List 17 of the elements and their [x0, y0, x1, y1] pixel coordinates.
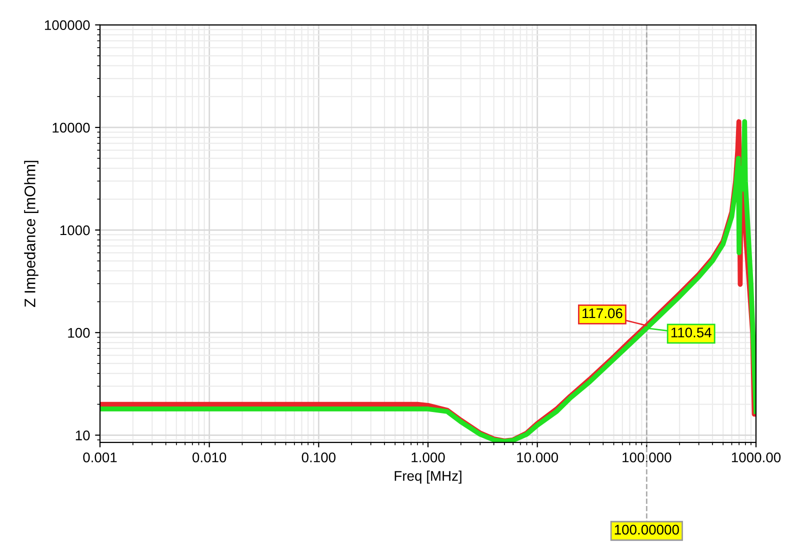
x-tick-label: 100.000	[622, 452, 672, 462]
x-tick-label: 0.100	[302, 452, 336, 462]
x-axis-title: Freq [MHz]	[394, 470, 462, 484]
y-tick-label: 100000	[44, 20, 90, 30]
x-tick-label: 0.010	[192, 452, 226, 462]
ref-line-label: 100.00000	[614, 524, 679, 535]
y-axis-title: Z Impedance [mOhm]	[24, 160, 38, 308]
y-tick-label: 10	[76, 430, 90, 440]
x-tick-label: 0.001	[83, 452, 117, 462]
x-tick-label: 1000.00	[732, 452, 781, 462]
y-tick-label: 10000	[52, 122, 90, 133]
y-tick-label: 100	[68, 328, 90, 338]
x-tick-label: 1.000	[412, 452, 445, 462]
x-tick-label: 10.000	[517, 452, 558, 462]
annotation: 110.54	[671, 328, 712, 338]
y-tick-label: 1000	[60, 225, 90, 236]
annotation: 117.06	[582, 308, 622, 318]
